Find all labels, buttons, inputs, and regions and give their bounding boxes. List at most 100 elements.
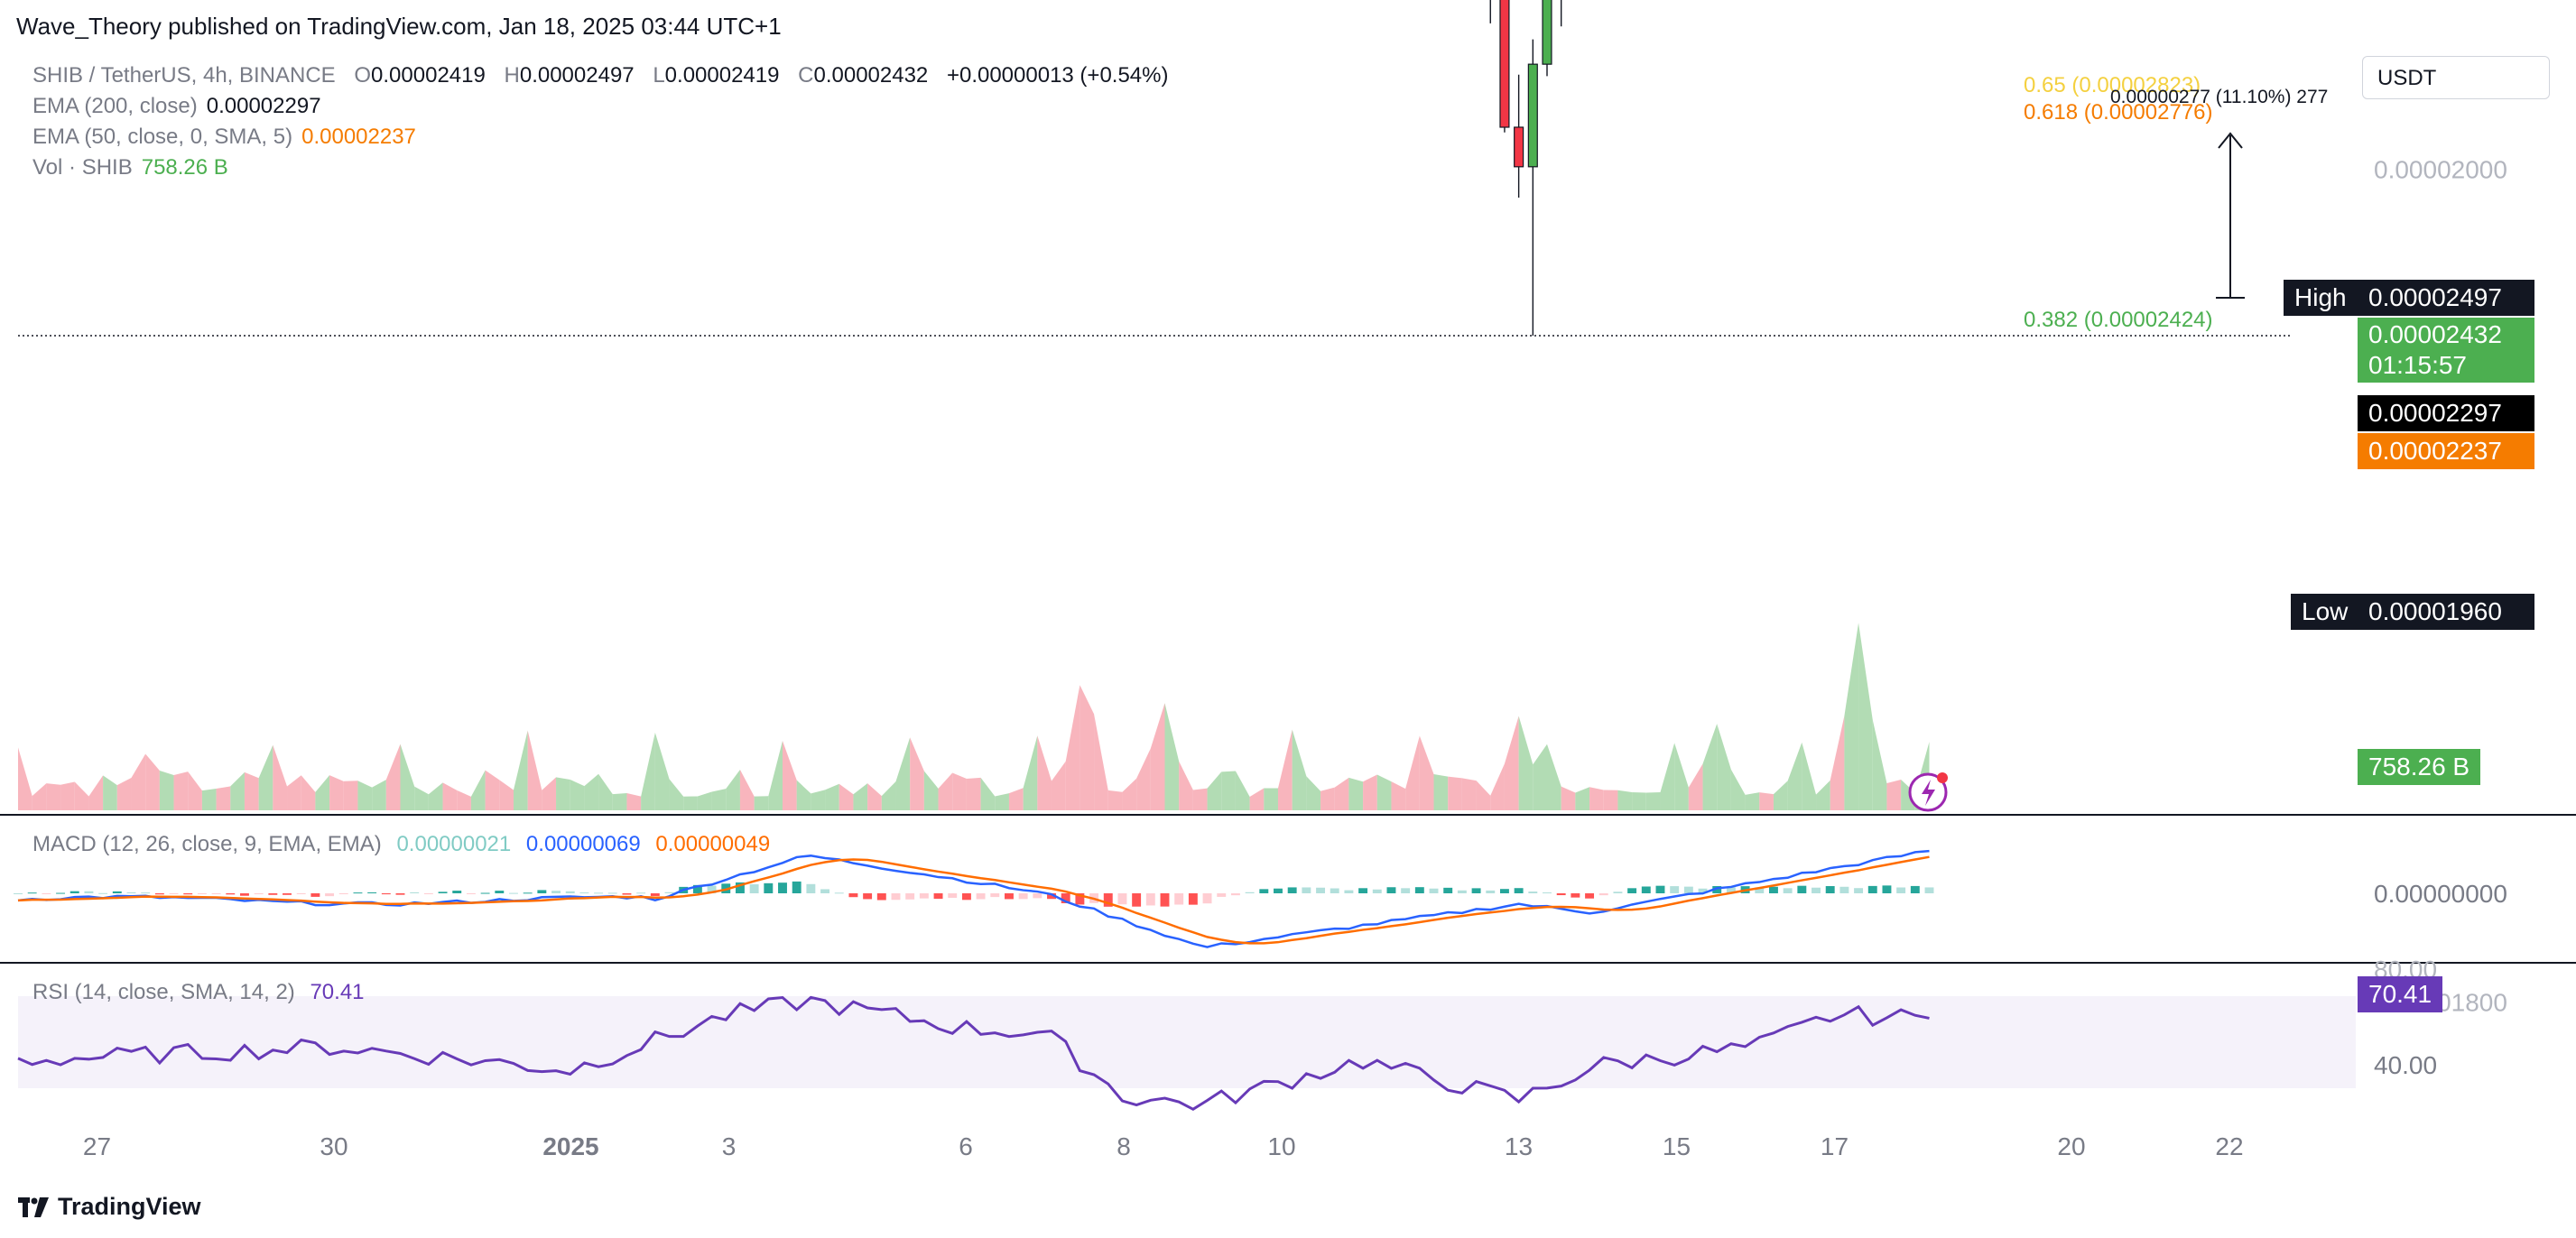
volume-segment [442, 782, 458, 810]
ema50-legend[interactable]: EMA (50, close, 0, SMA, 5) 0.00002237 [32, 125, 416, 150]
macd-histogram-bar [395, 893, 405, 895]
volume-segment [612, 792, 627, 810]
volume-segment [1858, 623, 1873, 810]
rsi-plot [17, 995, 1930, 1112]
volume-segment [783, 741, 797, 810]
macd-histogram-bar [353, 892, 363, 894]
ohlc-high: 0.00002497 [519, 63, 635, 88]
ema200-tag: 0.00002297 [2358, 395, 2534, 431]
volume-segment [1207, 771, 1222, 810]
volume-segment [457, 790, 471, 810]
volume-segment [1334, 777, 1349, 810]
macd-histogram-bar [537, 890, 547, 893]
macd-histogram-bar [919, 893, 929, 899]
macd-histogram-bar [1896, 887, 1906, 893]
tradingview-logo[interactable]: TradingView [18, 1193, 201, 1221]
publish-header: Wave_Theory published on TradingView.com… [16, 13, 782, 40]
macd-histogram-bar [452, 891, 462, 893]
macd-histogram-bar [792, 881, 802, 893]
ohlc-low-key: L [653, 63, 665, 88]
last-price-tag: 0.00002432 01:15:57 [2358, 318, 2534, 383]
tradingview-logo-icon [18, 1196, 49, 1217]
volume-segment [1533, 744, 1547, 810]
ohlc-change: +0.00000013 (+0.54%) [946, 63, 1169, 88]
volume-segment [1405, 735, 1420, 810]
macd-histogram-bar [254, 893, 264, 895]
macd-legend[interactable]: MACD (12, 26, close, 9, EMA, EMA) 0.0000… [32, 832, 770, 857]
macd-histogram-bar [1783, 888, 1793, 893]
volume-segment [188, 771, 202, 810]
macd-histogram-bar [423, 893, 433, 894]
macd-histogram-bar [438, 892, 448, 893]
volume-segment [470, 770, 486, 810]
macd-histogram-bar [338, 893, 348, 894]
macd-histogram-bar [42, 893, 51, 894]
volume-segment [1277, 729, 1293, 810]
volume-segment [343, 781, 358, 810]
volume-segment [400, 744, 415, 810]
macd-histogram-bar [1486, 890, 1496, 893]
volume-segment [980, 777, 996, 810]
volume-segment [1645, 791, 1661, 810]
macd-histogram-bar [1117, 893, 1127, 905]
volume-segment [1235, 771, 1250, 810]
volume-segment [485, 770, 500, 810]
price-tick: 0.00002000 [2374, 155, 2507, 183]
volume-segment [1872, 719, 1887, 810]
currency-selector[interactable]: USDT [2362, 56, 2550, 99]
volume-segment [1008, 788, 1024, 810]
macd-histogram-bar [197, 893, 207, 894]
symbol-title[interactable]: SHIB / TetherUS, 4h, BINANCE [32, 63, 336, 88]
ema200-legend[interactable]: EMA (200, close) 0.00002297 [32, 94, 321, 119]
volume-segment [372, 780, 386, 810]
volume-segment [995, 793, 1009, 810]
macd-histogram-bar [579, 892, 589, 894]
volume-segment [1376, 774, 1392, 810]
rsi-band [18, 996, 2356, 1088]
macd-histogram-bar [1245, 892, 1255, 893]
volume-segment [1575, 787, 1590, 810]
volume-segment [654, 732, 670, 810]
macd-histogram-bar [141, 892, 151, 894]
macd-histogram-bar [764, 882, 774, 893]
volume-segment [131, 753, 146, 810]
volume-segment [301, 775, 316, 810]
volume-segment [1561, 786, 1576, 810]
ema50-tag: 0.00002237 [2358, 433, 2534, 469]
macd-histogram-bar [1217, 893, 1227, 897]
volume-segment [952, 772, 967, 810]
volume-segment [768, 741, 783, 810]
macd-histogram-bar [325, 893, 335, 897]
volume-segment [1632, 792, 1646, 810]
time-tick: 2025 [542, 1132, 598, 1160]
macd-histogram-bar [1598, 893, 1608, 896]
volume-segment [1052, 761, 1066, 810]
macd-histogram-bar [509, 892, 518, 894]
volume-segment [1688, 763, 1703, 810]
macd-histogram-bar [735, 882, 745, 893]
volume-segment [1547, 744, 1561, 810]
macd-histogram-bar [1132, 893, 1142, 907]
ohlc-close-key: C [798, 63, 814, 88]
volume-segment [1419, 735, 1434, 810]
macd-histogram-bar [692, 884, 702, 893]
macd-histogram-bar [112, 891, 122, 893]
macd-histogram-bar [1924, 887, 1934, 893]
symbol-legend[interactable]: SHIB / TetherUS, 4h, BINANCE O0.00002419… [32, 63, 1168, 88]
volume-segment [1179, 761, 1193, 810]
time-tick: 10 [1267, 1132, 1295, 1160]
volume-legend[interactable]: Vol · SHIB 758.26 B [32, 155, 228, 180]
macd-histogram-bar [169, 893, 179, 894]
time-tick: 15 [1663, 1132, 1691, 1160]
volume-segment [329, 775, 344, 810]
volume-segment [18, 747, 32, 810]
macd-histogram-bar [381, 893, 391, 895]
macd-histogram-bar [806, 883, 816, 893]
volume-segment [499, 780, 514, 810]
ohlc-high-key: H [504, 63, 520, 88]
volume-segment [1816, 780, 1830, 810]
rsi-legend[interactable]: RSI (14, close, SMA, 14, 2) 70.41 [32, 980, 365, 1005]
time-tick: 6 [959, 1132, 973, 1160]
macd-histogram-bar [1471, 888, 1481, 893]
